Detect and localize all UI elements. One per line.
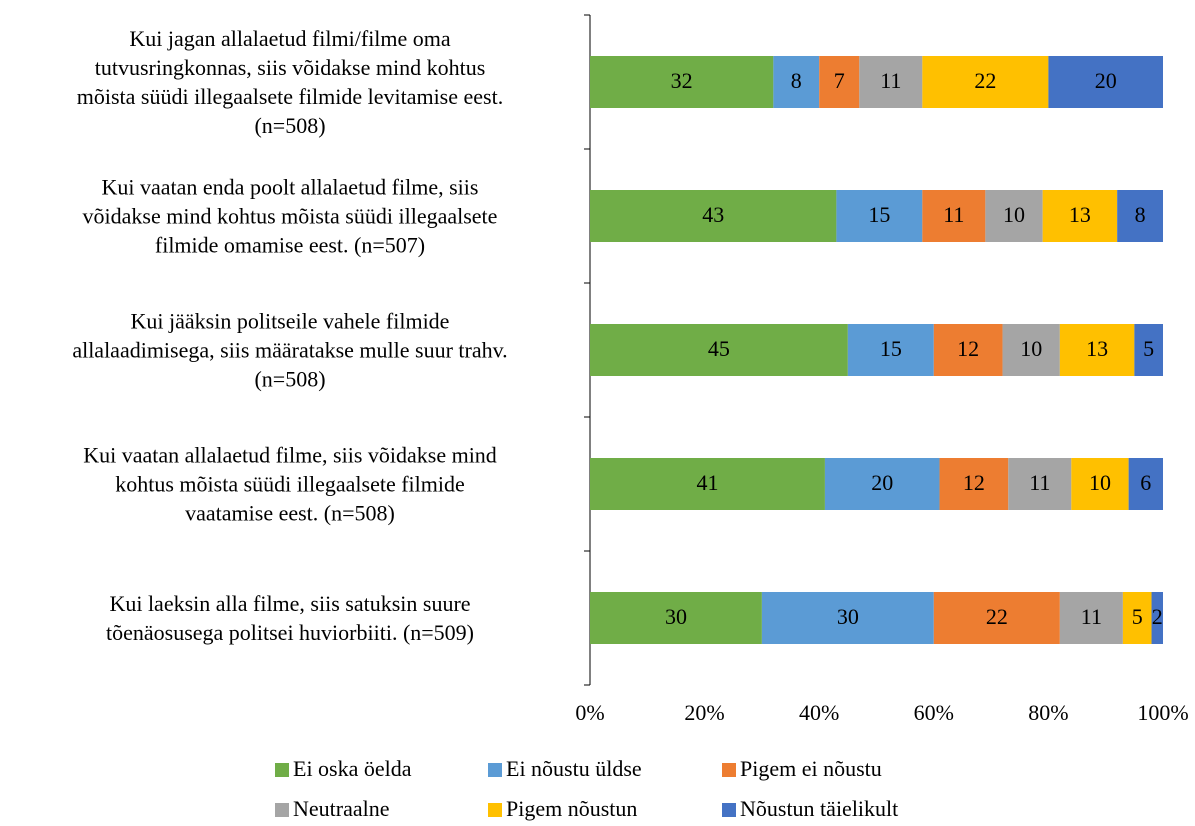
category-label: Kui laeksin alla filme, siis satuksin su…: [105, 591, 475, 645]
data-label: 20: [1095, 68, 1117, 93]
bar-segment: [590, 56, 774, 108]
bar-segment: [590, 458, 825, 510]
bar-segment: [859, 56, 923, 108]
bar-segment: [933, 324, 1003, 376]
bar-segment: [590, 592, 762, 644]
bar-segment: [1071, 458, 1129, 510]
bar-segment: [1122, 592, 1152, 644]
data-label: 11: [1029, 470, 1050, 495]
bar-segment: [1059, 324, 1135, 376]
x-tick-label: 100%: [1137, 700, 1188, 725]
legend-swatch: [722, 803, 736, 817]
data-label: 41: [696, 470, 718, 495]
legend-swatch: [722, 763, 736, 777]
data-label: 12: [957, 336, 979, 361]
data-label: 22: [974, 68, 996, 93]
bar-segment: [1151, 592, 1163, 644]
category-label: Kui vaatan allalaetud filme, siis võidak…: [83, 442, 497, 526]
data-label: 30: [837, 604, 859, 629]
data-label: 8: [791, 68, 802, 93]
bar-segment: [590, 190, 837, 242]
bar-segment: [590, 324, 848, 376]
data-label: 15: [868, 202, 890, 227]
legend-swatch: [488, 763, 502, 777]
bar-segment: [1002, 324, 1060, 376]
x-tick-label: 80%: [1028, 700, 1068, 725]
bar-segment: [847, 324, 934, 376]
data-label: 11: [943, 202, 964, 227]
legend-label: Pigem nõustun: [506, 796, 637, 821]
legend-label: Nõustun täielikult: [740, 796, 898, 821]
bar-segment: [922, 56, 1049, 108]
legend-label: Ei nõustu üldse: [506, 756, 642, 781]
x-tick-label: 60%: [914, 700, 954, 725]
legend-label: Ei oska öelda: [293, 756, 412, 781]
bar-segment: [1059, 592, 1123, 644]
data-label: 10: [1089, 470, 1111, 495]
legend-label: Neutraalne: [293, 796, 390, 821]
data-label: 13: [1069, 202, 1091, 227]
data-label: 15: [880, 336, 902, 361]
x-tick-label: 40%: [799, 700, 839, 725]
data-label: 13: [1086, 336, 1108, 361]
data-label: 32: [671, 68, 693, 93]
x-tick-label: 0%: [575, 700, 604, 725]
legend-swatch: [275, 803, 289, 817]
legend-swatch: [275, 763, 289, 777]
bar-segment: [836, 190, 923, 242]
bar-segment: [985, 190, 1043, 242]
data-label: 11: [1081, 604, 1102, 629]
data-label: 2: [1152, 604, 1163, 629]
bar-segment: [939, 458, 1009, 510]
x-tick-label: 20%: [684, 700, 724, 725]
data-label: 6: [1140, 470, 1151, 495]
data-label: 43: [702, 202, 724, 227]
data-label: 8: [1135, 202, 1146, 227]
data-label: 10: [1020, 336, 1042, 361]
bar-segment: [933, 592, 1060, 644]
bar-segment: [1117, 190, 1163, 242]
category-label: Kui jagan allalaetud filmi/filme oma tut…: [76, 26, 504, 138]
bar-segment: [1128, 458, 1163, 510]
data-label: 7: [834, 68, 845, 93]
data-label: 22: [986, 604, 1008, 629]
bar-segment: [1048, 56, 1163, 108]
data-label: 30: [665, 604, 687, 629]
category-label: Kui jääksin politseile vahele filmide al…: [72, 308, 508, 392]
data-label: 12: [963, 470, 985, 495]
bar-segment: [922, 190, 986, 242]
category-label: Kui vaatan enda poolt allalaetud filme, …: [82, 174, 498, 258]
data-label: 20: [871, 470, 893, 495]
data-label: 45: [708, 336, 730, 361]
bar-segment: [819, 56, 860, 108]
bar-segment: [1042, 190, 1118, 242]
bar-segment: [773, 56, 820, 108]
data-label: 10: [1003, 202, 1025, 227]
bar-segment: [1134, 324, 1163, 376]
bar-segment: [761, 592, 934, 644]
data-label: 5: [1132, 604, 1143, 629]
bar-segment: [824, 458, 940, 510]
legend-swatch: [488, 803, 502, 817]
legend-label: Pigem ei nõustu: [740, 756, 882, 781]
data-label: 11: [880, 68, 901, 93]
data-label: 5: [1143, 336, 1154, 361]
bar-segment: [1008, 458, 1072, 510]
